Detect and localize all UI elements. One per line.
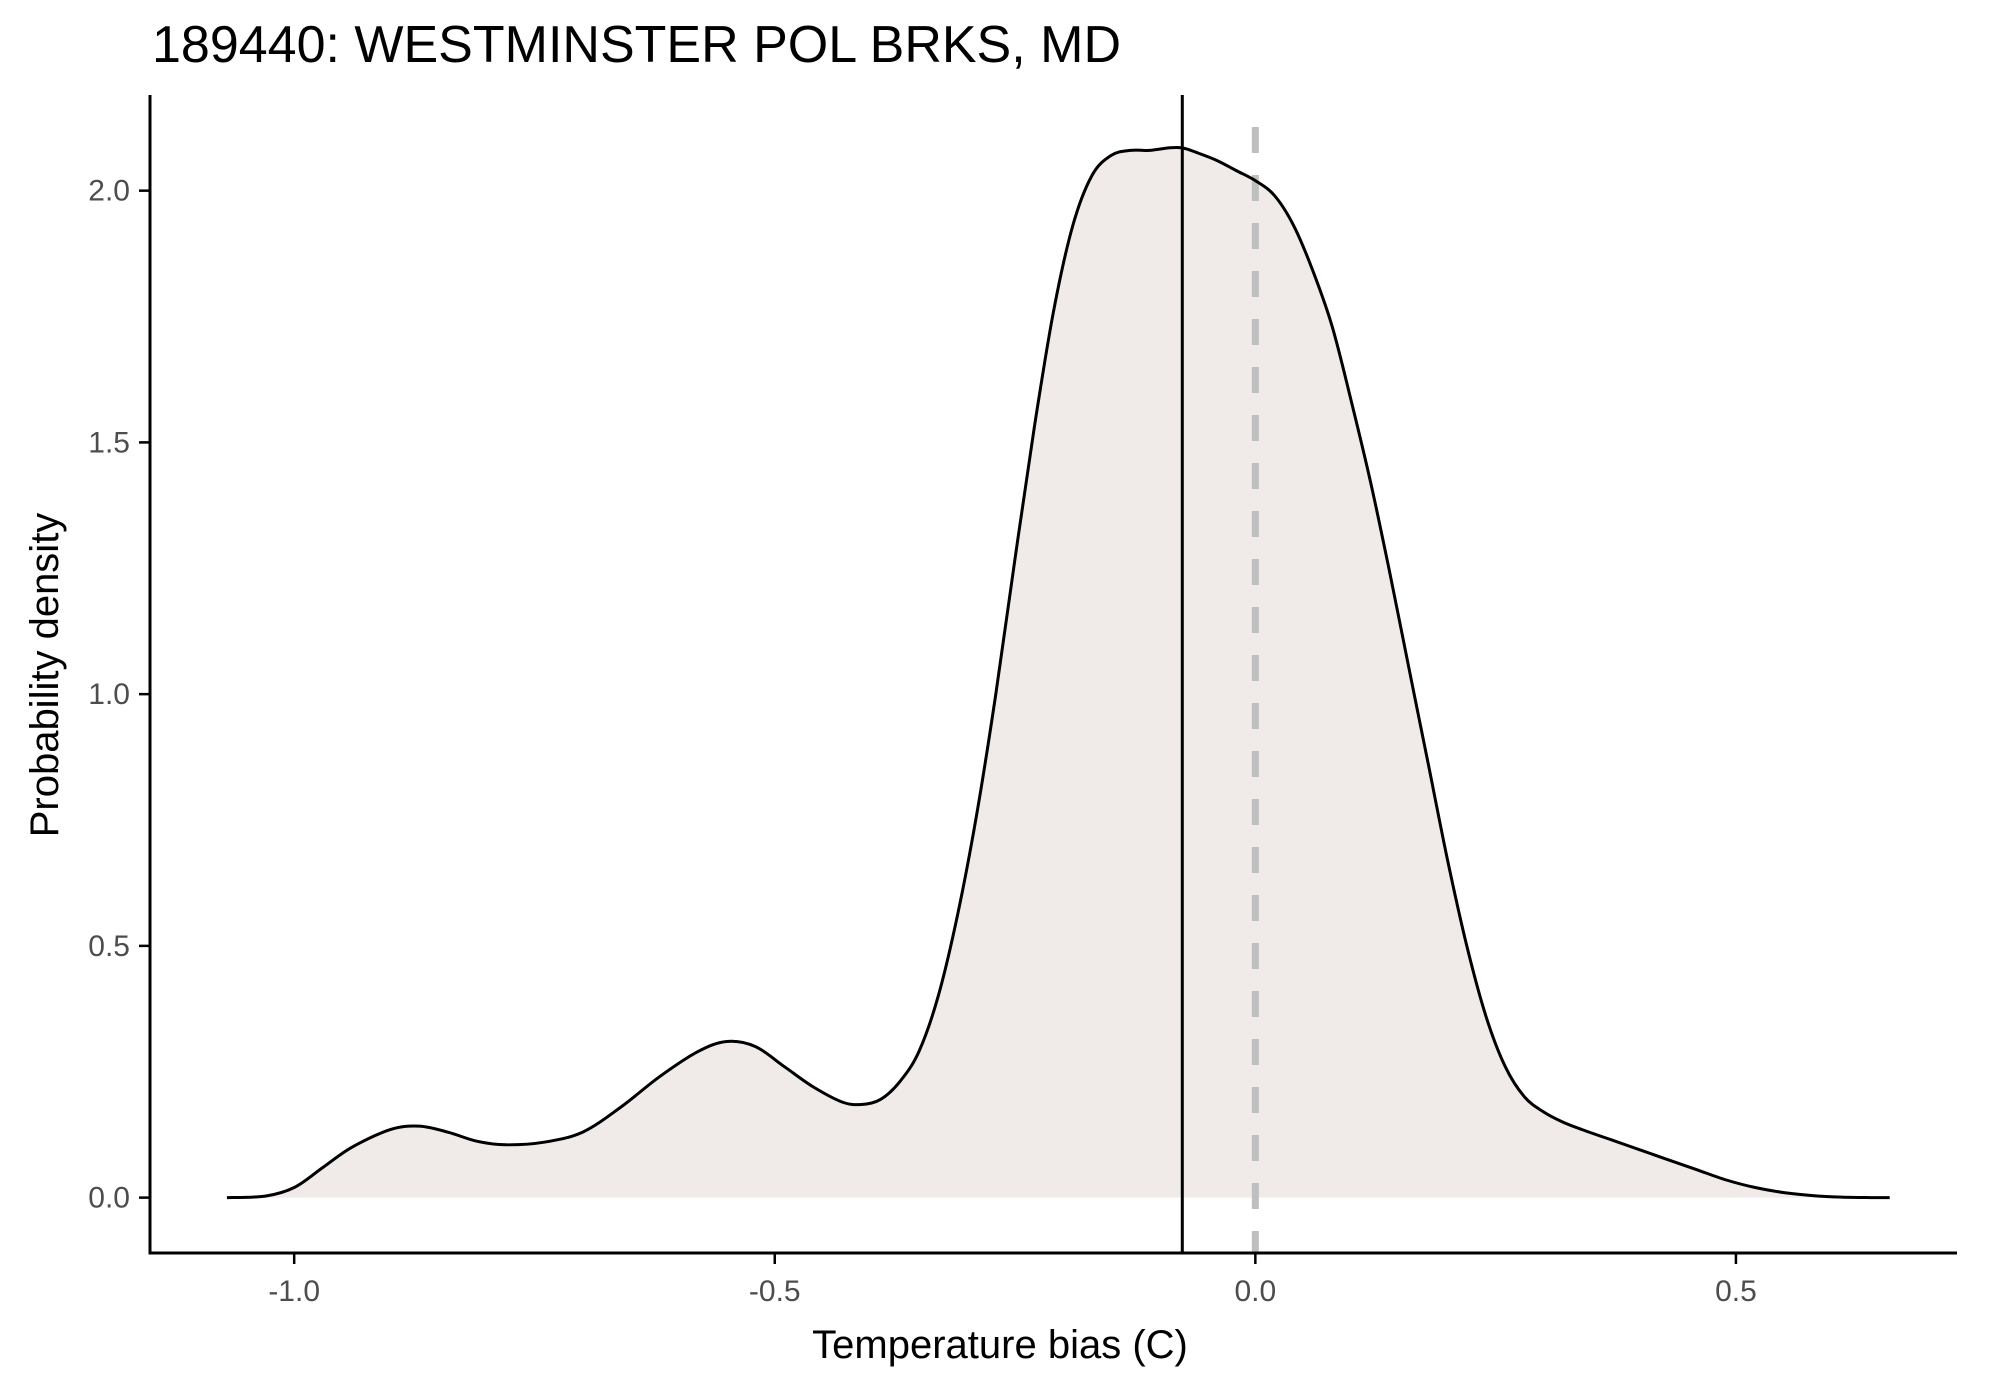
- x-tick-label: 0.0: [1234, 1275, 1276, 1308]
- plot-area: -1.0 -0.5 0.0 0.5 0.0 0.5 1.0 1.5 2.0: [88, 95, 1957, 1308]
- density-area: [226, 147, 1890, 1198]
- y-tick-label: 1.5: [88, 426, 130, 459]
- x-axis-title: Temperature bias (C): [812, 1323, 1188, 1367]
- x-tick-label: -0.5: [749, 1275, 801, 1308]
- y-axis-title: Probability density: [23, 513, 67, 838]
- x-tick-label: 0.5: [1715, 1275, 1757, 1308]
- y-tick-label: 0.0: [88, 1182, 130, 1215]
- y-tick-label: 0.5: [88, 930, 130, 963]
- y-tick-label: 2.0: [88, 175, 130, 208]
- x-tick-label: -1.0: [268, 1275, 320, 1308]
- density-curve: [226, 145, 1890, 1200]
- chart-title: 189440: WESTMINSTER POL BRKS, MD: [152, 16, 1121, 74]
- y-tick-label: 1.0: [88, 678, 130, 711]
